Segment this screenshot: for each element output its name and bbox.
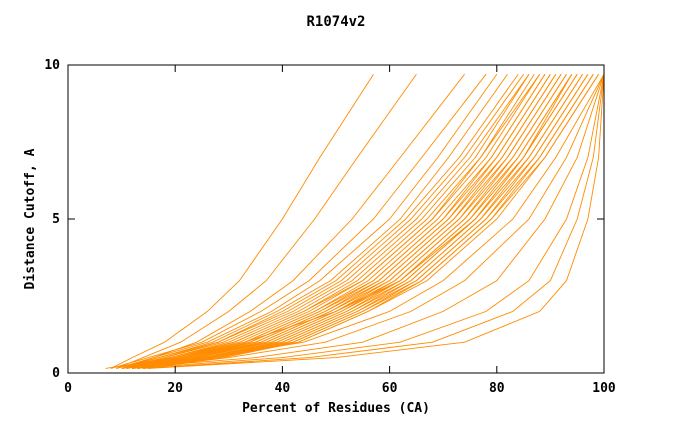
model-curve [121, 73, 541, 369]
model-curve [137, 73, 557, 369]
model-curve [110, 73, 487, 369]
model-curve [116, 73, 498, 369]
model-curve [121, 73, 465, 369]
chart-title: R1074v2 [306, 14, 365, 30]
tick-label: 100 [592, 381, 616, 396]
model-curve [132, 73, 562, 369]
model-curve [105, 73, 573, 369]
model-curve [142, 73, 594, 369]
model-curve [137, 73, 567, 369]
model-curve [142, 73, 589, 369]
model-curve [121, 74, 605, 369]
plot-frame [67, 64, 605, 374]
model-curve [148, 74, 605, 369]
model-curve [121, 73, 530, 369]
x-axis-label: Percent of Residues (CA) [242, 401, 430, 416]
model-curve [137, 73, 573, 369]
model-curve [132, 73, 605, 369]
model-curve [148, 73, 599, 369]
model-curve [142, 74, 605, 369]
model-curve [137, 73, 583, 369]
model-curve [132, 74, 605, 369]
plot-lines [105, 73, 605, 369]
model-curve [110, 73, 374, 369]
tick-label: 10 [44, 58, 60, 73]
model-curve [116, 73, 417, 369]
tick-label: 80 [489, 381, 505, 396]
model-curve [126, 73, 557, 369]
model-curve [116, 73, 524, 369]
model-curve [142, 73, 599, 369]
plot-ticks [67, 64, 605, 374]
tick-label: 0 [52, 366, 60, 381]
tick-label: 0 [64, 381, 72, 396]
model-curve [132, 73, 551, 369]
model-curve [137, 74, 605, 369]
y-axis-label: Distance Cutoff, A [23, 148, 38, 289]
tick-label: 5 [52, 212, 60, 227]
plot-tick-labels: 0 20 40 60 80 100 0 5 10 [44, 58, 616, 396]
tick-label: 20 [167, 381, 183, 396]
tick-label: 40 [275, 381, 291, 396]
tick-label: 60 [382, 381, 398, 396]
